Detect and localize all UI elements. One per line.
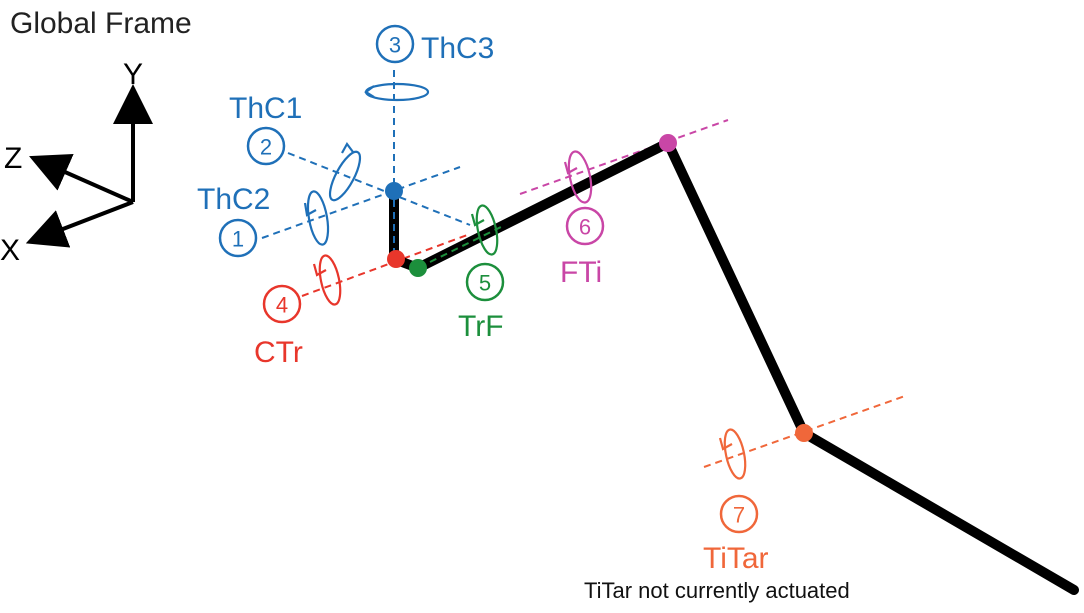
actuation-note: TiTar not currently actuated: [584, 578, 850, 603]
coxa-femur-segment: [389, 138, 673, 273]
trf-axis-overlay: [429, 224, 506, 263]
trf-rotation-icon: [475, 204, 499, 256]
rotation-arrows: [303, 82, 747, 480]
joint-4-number: 4: [276, 293, 288, 318]
trf-joint-dot: [409, 259, 427, 277]
joint-names: ThC2 ThC1 ThC3 CTr TrF FTi TiTar: [197, 32, 769, 575]
joint-numbers: 1 2 3 4 5 6 7: [232, 33, 745, 528]
thc2-rotation-icon: [306, 190, 330, 246]
ctr-label: CTr: [254, 336, 303, 369]
titar-rotation-icon: [723, 428, 747, 480]
thc2-rotation-arrowhead: [303, 202, 317, 217]
thc3-rotation-arrowhead: [364, 85, 375, 98]
titar-label: TiTar: [703, 542, 769, 575]
titar-rotation-arrowhead: [718, 437, 733, 451]
x-axis-label: X: [0, 234, 20, 267]
z-axis-arrow: [29, 153, 134, 204]
thc3-rotation-icon: [364, 82, 430, 102]
joint-3-marker: [375, 24, 415, 64]
fti-label: FTi: [560, 256, 602, 289]
thc3-label: ThC3: [421, 32, 494, 65]
ctr-rotation-icon: [318, 254, 342, 306]
z-axis-label: Z: [4, 142, 22, 175]
thc1-rotation-arrowhead: [341, 141, 354, 154]
joint-7-number: 7: [733, 503, 745, 528]
global-frame-axes: Y Z X: [0, 58, 153, 267]
tibia-tarsus-segment: [663, 138, 1079, 595]
joint-2-number: 2: [260, 135, 272, 160]
ctr-axis-line: [301, 233, 471, 297]
thc-joint-dot: [385, 182, 403, 200]
trf-rotation-arrowhead: [470, 213, 485, 227]
joint-5-number: 5: [479, 271, 491, 296]
joint-dots: [385, 134, 813, 442]
joint-2-marker: [246, 126, 286, 166]
joint-7-marker: [719, 494, 759, 534]
x-axis-arrow: [25, 200, 134, 248]
thc2-axis-line: [261, 166, 461, 239]
diagram-title: Global Frame: [10, 7, 192, 40]
titar-joint-dot: [795, 424, 813, 442]
thc1-axis-line: [287, 152, 471, 226]
thc1-label: ThC1: [229, 92, 302, 125]
joint-1-marker: [218, 218, 258, 258]
ctr-joint-dot: [387, 250, 405, 268]
joint-number-markers: [218, 24, 759, 534]
joint-1-number: 1: [232, 227, 244, 252]
trf-label: TrF: [458, 310, 504, 343]
fti-joint-dot: [659, 134, 677, 152]
ctr-rotation-arrowhead: [312, 263, 327, 277]
y-axis-label: Y: [123, 58, 143, 91]
fti-axis-line: [519, 119, 729, 195]
joint-6-marker: [565, 206, 605, 246]
fti-rotation-arrowhead: [563, 161, 578, 175]
fti-rotation-icon: [567, 150, 593, 204]
joint-3-number: 3: [389, 33, 401, 58]
joint-6-number: 6: [579, 215, 591, 240]
thc2-label: ThC2: [197, 183, 270, 216]
joint-4-marker: [262, 284, 302, 324]
joint-5-marker: [465, 262, 505, 302]
thc1-rotation-icon: [328, 150, 362, 202]
